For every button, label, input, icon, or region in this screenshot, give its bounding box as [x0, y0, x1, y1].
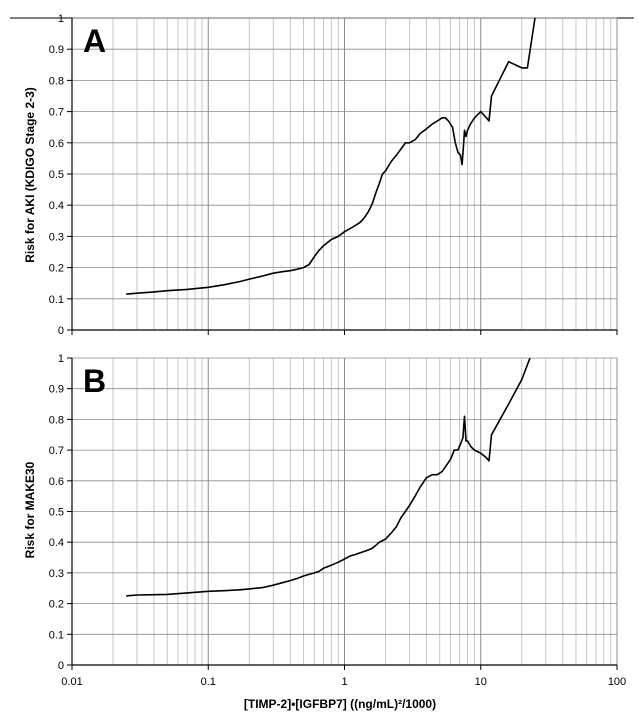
panel-a: A Risk for AKI (KDIGO Stage 2-3) 0 0.1 0.2…: [23, 13, 618, 337]
y-tick-label: 0.8: [49, 75, 64, 87]
y-tick-label: 0.6: [49, 476, 64, 488]
y-tick-label: 0: [58, 660, 64, 672]
x-tick-label: 0.01: [61, 676, 82, 688]
series-line: [126, 358, 531, 597]
x-tick-label: 0.1: [201, 676, 216, 688]
y-tick-label: 1: [58, 353, 64, 365]
y-tick-label: 0.2: [49, 263, 64, 275]
y-tick-label: 0.8: [49, 414, 64, 426]
y-tick-label: 1: [58, 13, 64, 25]
x-tick-label: 1: [341, 676, 347, 688]
y-tick-label: 0.1: [49, 629, 64, 641]
y-tick-label: 0.3: [49, 231, 64, 243]
y-axis-label-a: Risk for AKI (KDIGO Stage 2-3): [23, 87, 37, 263]
y-tick-label: 0: [58, 325, 64, 337]
y-tick-label: 0.9: [49, 384, 64, 396]
y-tick-label: 0.5: [49, 507, 64, 519]
y-tick-label: 0.2: [49, 599, 64, 611]
y-tick-label: 0.5: [49, 169, 64, 181]
x-tick-label: 10: [475, 676, 487, 688]
panel-letter-b: B: [83, 363, 106, 399]
panel-b: B Risk for MAKE30 [TIMP-2]•[IGFBP7] ((ng…: [23, 353, 626, 711]
y-tick-label: 0.1: [49, 294, 64, 306]
y-tick-label: 0.6: [49, 138, 64, 150]
panel-letter-a: A: [83, 23, 106, 59]
x-axis-label: [TIMP-2]•[IGFBP7] ((ng/mL)²/1000): [244, 697, 436, 711]
y-tick-label: 0.3: [49, 568, 64, 580]
y-tick-label: 0.7: [49, 445, 64, 457]
y-axis-label-b: Risk for MAKE30: [23, 461, 37, 558]
y-tick-label: 0.9: [49, 44, 64, 56]
series-line: [126, 18, 536, 295]
x-tick-label: 100: [608, 676, 626, 688]
y-tick-label: 0.4: [49, 200, 64, 212]
y-tick-label: 0.7: [49, 107, 64, 119]
y-tick-label: 0.4: [49, 537, 64, 549]
